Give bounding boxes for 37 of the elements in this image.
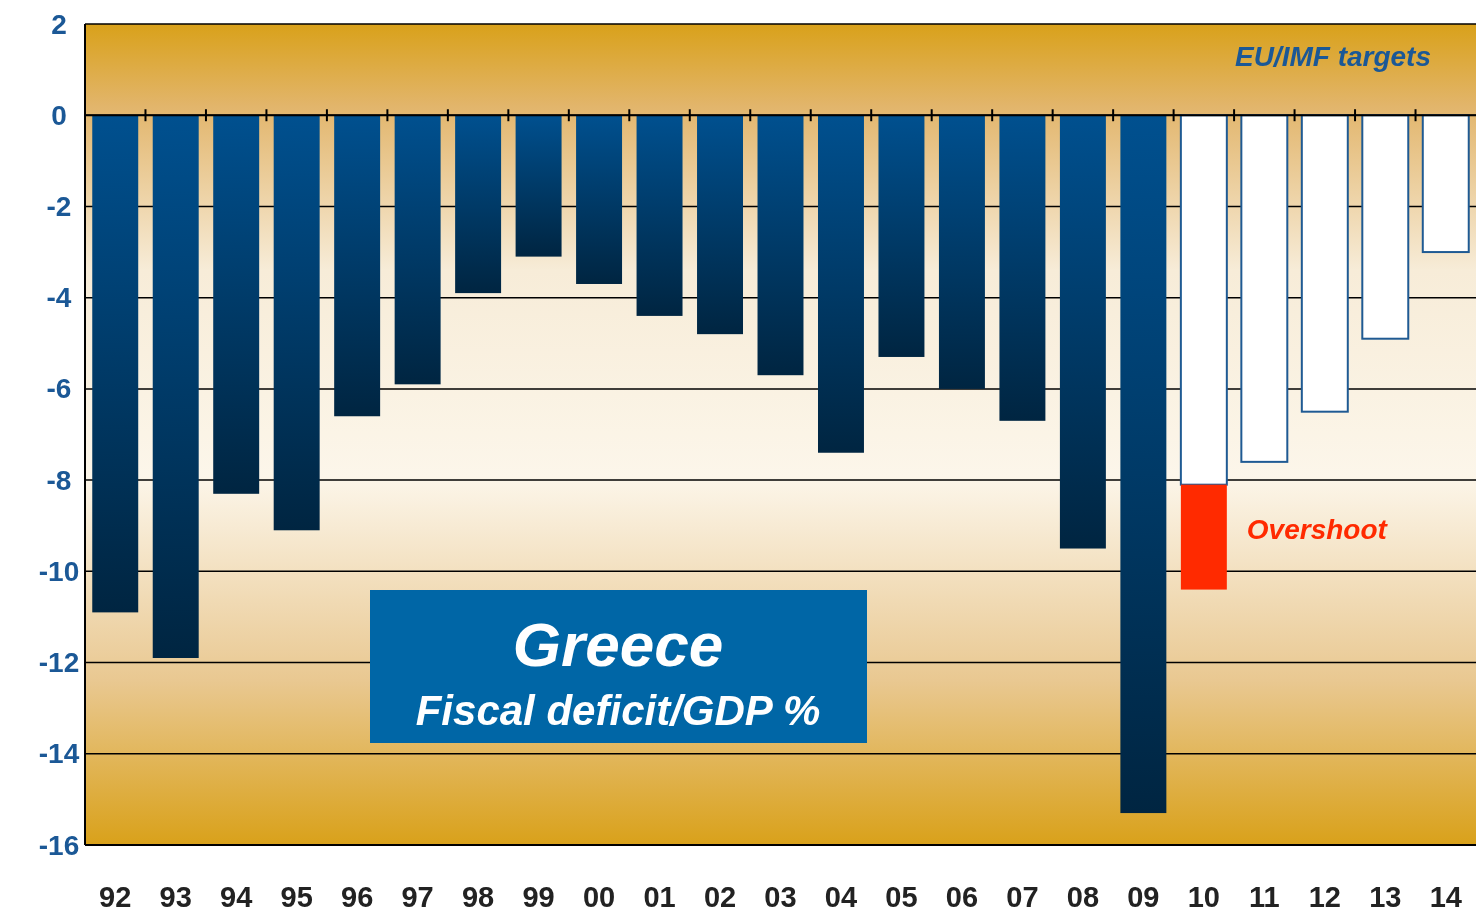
x-tick-label: 99 xyxy=(522,881,555,913)
x-tick-label: 98 xyxy=(461,881,495,913)
text: Greece xyxy=(512,609,724,679)
x-tick-label: 10 xyxy=(1187,881,1220,913)
x-tick-label: 14 xyxy=(1429,881,1462,913)
y-tick-label: -12 xyxy=(38,647,80,679)
x-tick-label: 09 xyxy=(1127,881,1160,913)
y-tick-label: -16 xyxy=(38,829,80,861)
y-tick-label: 2 xyxy=(51,8,67,40)
x-tick-label: 12 xyxy=(1308,881,1341,913)
y-tick-label: -14 xyxy=(38,738,80,770)
x-tick-label: 08 xyxy=(1066,881,1100,913)
y-tick-label: -8 xyxy=(46,464,72,496)
x-tick-label: 95 xyxy=(280,881,313,913)
x-tick-label: 00 xyxy=(582,881,616,913)
x-tick-label: 13 xyxy=(1369,881,1402,913)
x-tick-label: 06 xyxy=(945,881,979,913)
y-tick-label: -6 xyxy=(46,373,72,405)
x-tick-label: 11 xyxy=(1248,881,1280,913)
series-label: EU/IMF targets xyxy=(1234,40,1431,72)
x-tick-label: 05 xyxy=(885,881,918,913)
x-tick-label: 01 xyxy=(643,881,676,913)
y-tick-label: -4 xyxy=(46,282,72,314)
x-tick-label: 04 xyxy=(824,881,858,913)
x-tick-label: 94 xyxy=(220,881,253,913)
y-tick-label: -10 xyxy=(38,555,80,587)
y-tick-label: -2 xyxy=(46,190,72,222)
x-tick-label: 03 xyxy=(764,881,797,913)
x-tick-label: 97 xyxy=(401,881,434,913)
x-tick-label: 07 xyxy=(1006,881,1039,913)
x-tick-label: 92 xyxy=(99,881,132,913)
x-tick-label: 93 xyxy=(159,881,192,913)
x-tick-label: 96 xyxy=(341,881,374,913)
y-tick-label: 0 xyxy=(51,99,67,131)
series-label: Overshoot xyxy=(1246,513,1389,545)
x-tick-label: 02 xyxy=(703,881,737,913)
text: Fiscal deficit/GDP % xyxy=(415,686,821,734)
